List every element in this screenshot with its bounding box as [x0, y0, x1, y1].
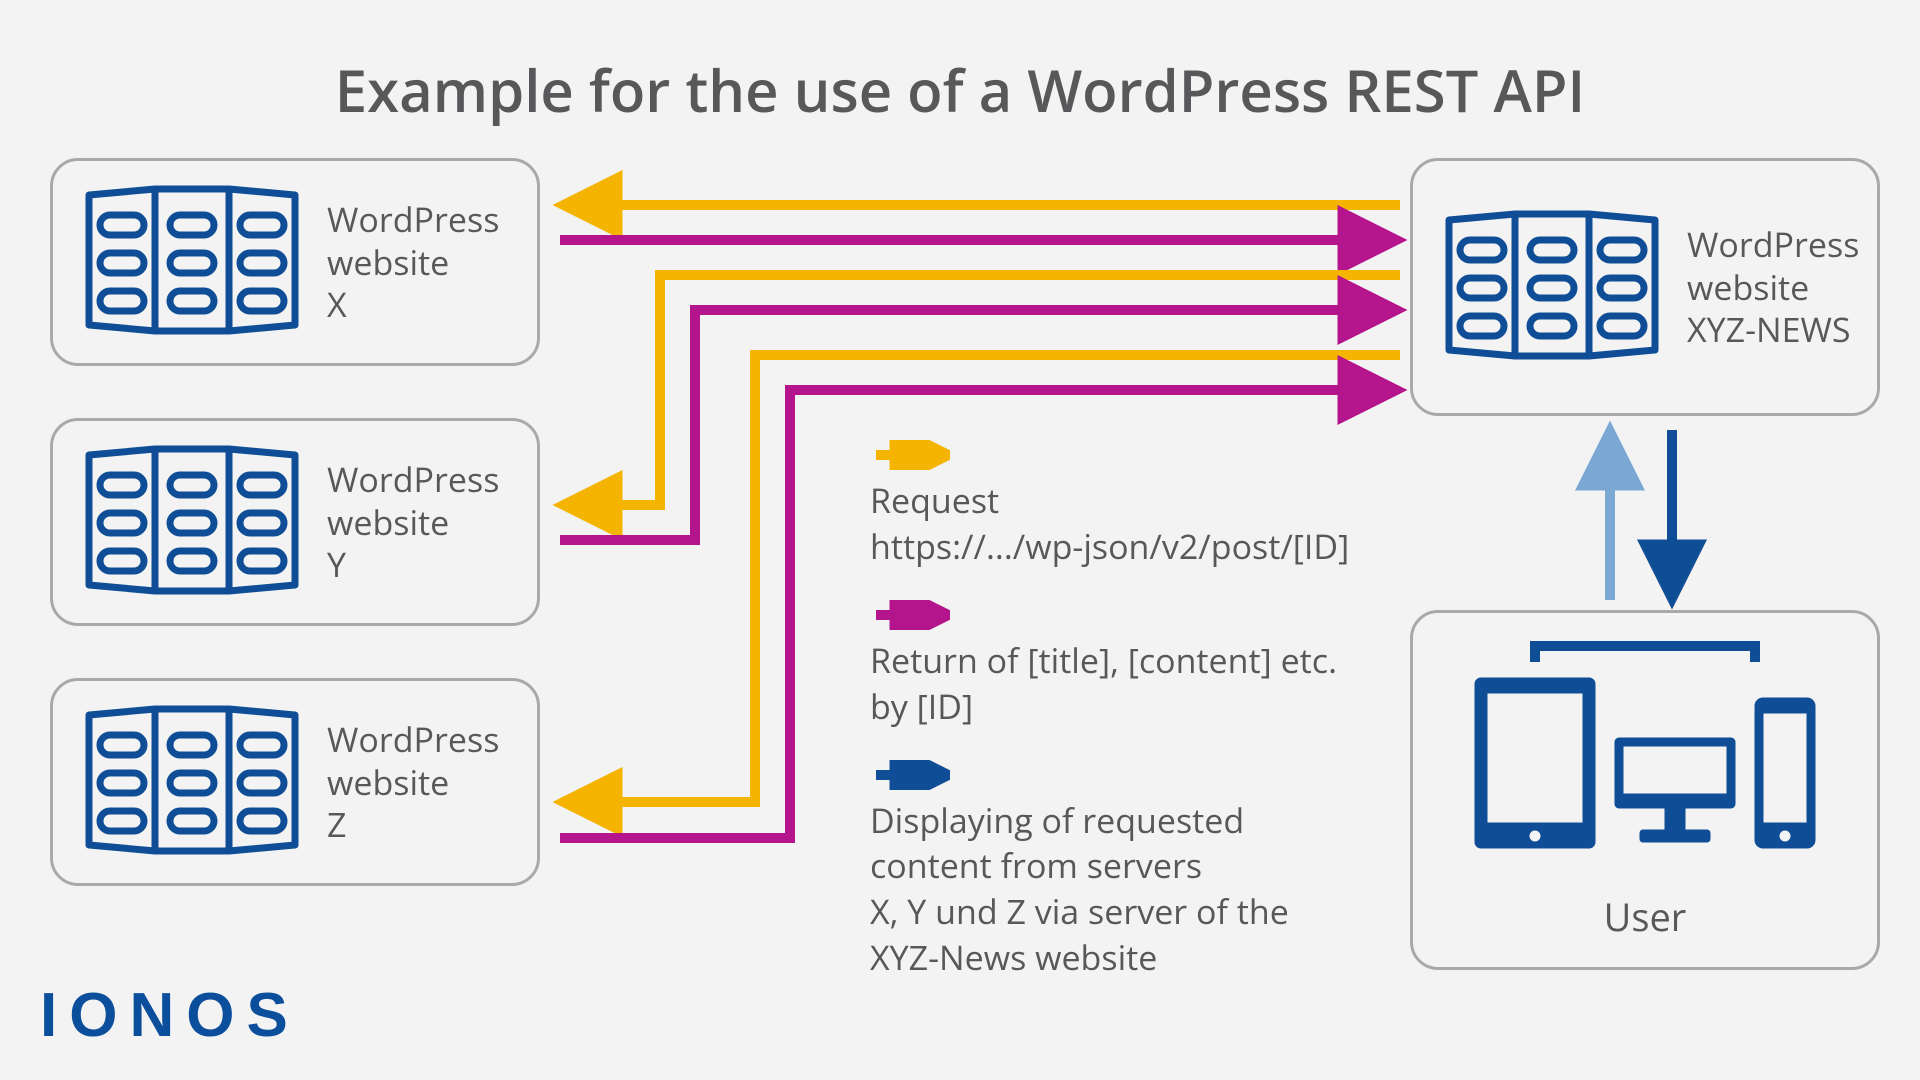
node-wordpress-xyz-news: WordPresswebsiteXYZ-NEWS [1410, 158, 1880, 416]
node-wordpress-y: WordPresswebsiteY [50, 418, 540, 626]
devices-icon [1465, 638, 1825, 873]
node-wordpress-x: WordPresswebsiteX [50, 158, 540, 366]
legend-text: Displaying of requestedcontent from serv… [870, 798, 1349, 982]
legend-item: Return of [title], [content] etc.by [ID] [870, 600, 1349, 730]
node-label: WordPresswebsiteX [327, 198, 499, 326]
node-label: WordPresswebsiteXYZ-NEWS [1687, 223, 1859, 351]
server-icon [1437, 210, 1667, 365]
node-label: User [1604, 891, 1687, 943]
server-icon [77, 185, 307, 340]
server-icon [77, 445, 307, 600]
legend-text: Return of [title], [content] etc.by [ID] [870, 638, 1349, 730]
node-label: WordPresswebsiteY [327, 458, 499, 586]
node-wordpress-z: WordPresswebsiteZ [50, 678, 540, 886]
legend-item: Requesthttps://.../wp-json/v2/post/[ID] [870, 440, 1349, 570]
diagram-title: Example for the use of a WordPress REST … [0, 50, 1920, 129]
brand-logo: IONOS [40, 980, 300, 1051]
legend: Requesthttps://.../wp-json/v2/post/[ID] R… [870, 440, 1349, 1011]
legend-text: Requesthttps://.../wp-json/v2/post/[ID] [870, 478, 1349, 570]
node-user: User [1410, 610, 1880, 970]
server-icon [77, 705, 307, 860]
node-label: WordPresswebsiteZ [327, 718, 499, 846]
legend-item: Displaying of requestedcontent from serv… [870, 760, 1349, 982]
